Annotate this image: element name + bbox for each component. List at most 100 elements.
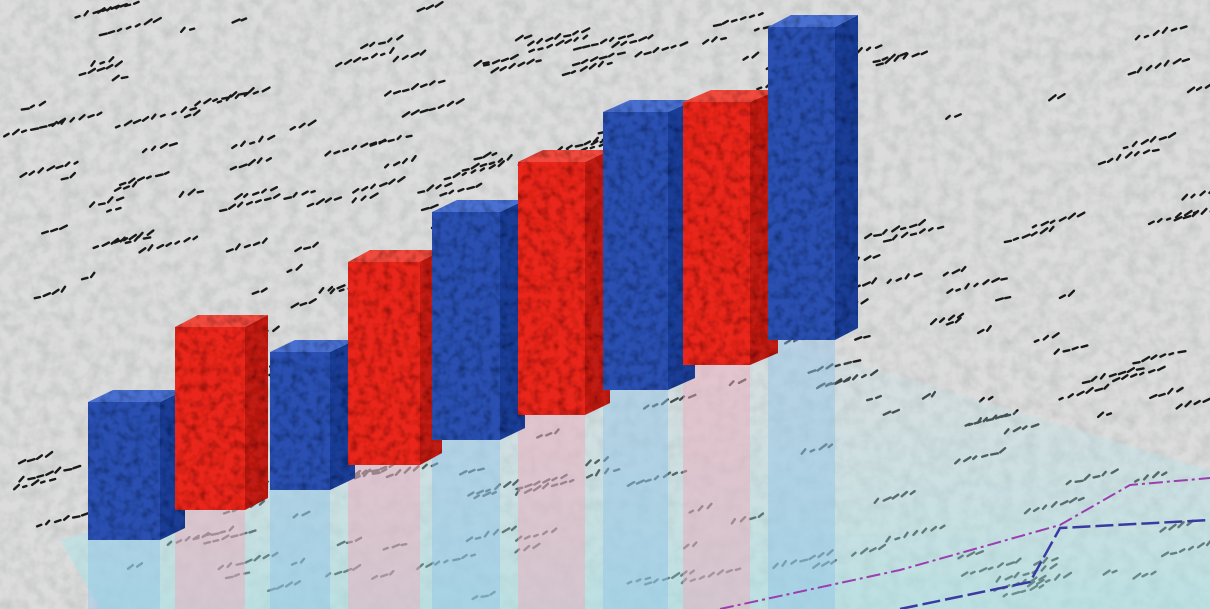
scribble [203, 97, 212, 105]
scribble [261, 86, 271, 93]
scribble [582, 34, 589, 40]
scribble [1142, 149, 1151, 155]
scribble [599, 38, 608, 45]
scribble [231, 18, 241, 24]
scribble [546, 43, 554, 49]
bar-top [603, 100, 695, 112]
scribble [482, 61, 490, 65]
scribble [497, 157, 504, 163]
scribble [405, 134, 413, 139]
scribble [163, 170, 170, 176]
scribble [338, 288, 345, 293]
scribble [183, 236, 191, 243]
scribble [292, 191, 298, 198]
scribble [110, 4, 120, 10]
scribble [452, 172, 461, 179]
scribble [124, 240, 132, 245]
scribble [11, 128, 20, 136]
scribble [479, 167, 486, 172]
scribble [526, 58, 535, 65]
scribble [448, 189, 455, 195]
scribble [1183, 209, 1193, 217]
scribble [128, 233, 138, 241]
scribble [1103, 383, 1110, 390]
scribble [53, 518, 62, 524]
scribble [106, 208, 113, 213]
scribble [1176, 386, 1184, 393]
bar-reflection [348, 465, 420, 609]
scribble [183, 113, 192, 119]
scribble [120, 75, 129, 80]
scribble [572, 30, 579, 36]
scribble [647, 34, 654, 40]
glass-floor [60, 340, 1210, 609]
scribble [570, 70, 577, 75]
scribble [661, 46, 670, 51]
scribble [581, 27, 591, 34]
scribble [154, 173, 164, 178]
scribble [497, 160, 506, 168]
scribble [428, 107, 436, 112]
bar [518, 150, 610, 415]
scribble [629, 39, 638, 44]
scribble [60, 285, 67, 293]
scribble [748, 14, 756, 19]
scribble [92, 9, 102, 15]
scribble [20, 107, 30, 111]
scribble [590, 42, 599, 47]
scribble [96, 111, 103, 117]
scribble [55, 164, 64, 170]
scribble [63, 468, 73, 472]
scribble [951, 268, 961, 275]
scribble [194, 100, 202, 107]
scribble [572, 46, 583, 51]
scribble [96, 66, 106, 72]
scribble [333, 150, 341, 155]
scribble [1053, 348, 1060, 355]
scribble [243, 192, 249, 199]
scribble [1179, 25, 1188, 30]
scribble [757, 12, 764, 17]
scribble [87, 67, 97, 74]
scribble [28, 170, 36, 176]
scribble [1151, 148, 1160, 153]
scribble [114, 124, 121, 129]
scribble [854, 336, 863, 341]
bar-front [88, 402, 160, 540]
scribble [401, 54, 409, 61]
scribble [1182, 214, 1192, 220]
scribble [1058, 396, 1064, 401]
scribble [30, 479, 40, 487]
scribble [303, 246, 312, 251]
scribble [196, 190, 205, 194]
scribble [188, 27, 196, 31]
scribble [437, 104, 445, 110]
scribble [565, 144, 573, 150]
scribble [1112, 376, 1121, 383]
scribble [1173, 215, 1183, 222]
scribble [236, 201, 244, 208]
scribble [956, 312, 965, 319]
scribble [920, 50, 929, 56]
scribble [134, 23, 141, 28]
scribble [563, 34, 572, 38]
scribble [860, 298, 869, 305]
scribble [240, 140, 246, 148]
scribble [113, 186, 122, 192]
trend-line [719, 477, 1210, 609]
scribble [380, 52, 386, 57]
scribble [490, 66, 500, 74]
scribble [51, 288, 60, 295]
scribble [60, 176, 69, 181]
scribble [1132, 360, 1141, 365]
scribble [1168, 352, 1175, 356]
scribble [90, 60, 96, 67]
bar-side [245, 315, 268, 510]
scribble [258, 135, 264, 143]
scribble [261, 188, 268, 194]
scribble [136, 176, 146, 182]
scribble [138, 247, 147, 254]
scribble [18, 475, 25, 483]
scribble [29, 104, 36, 109]
